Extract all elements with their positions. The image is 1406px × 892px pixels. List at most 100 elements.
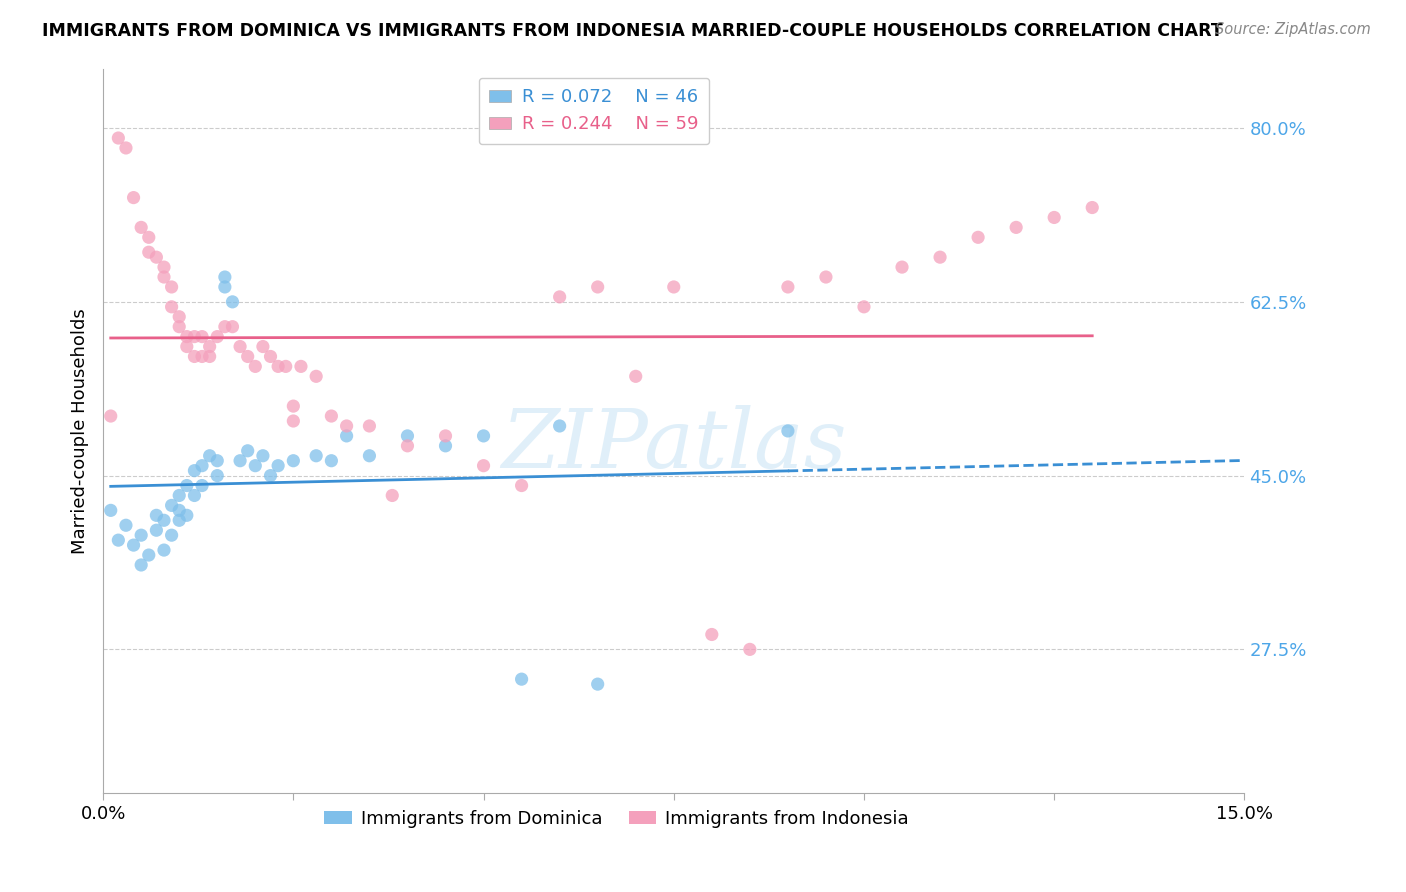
Point <box>359 449 381 463</box>
Point <box>776 424 799 438</box>
Point <box>1005 220 1028 235</box>
Point <box>229 339 252 353</box>
Point <box>967 230 990 244</box>
Point <box>586 280 609 294</box>
Point <box>434 439 457 453</box>
Point <box>191 329 214 343</box>
Point <box>336 419 359 434</box>
Point <box>176 478 198 492</box>
Point <box>198 339 221 353</box>
Point <box>122 191 145 205</box>
Point <box>183 488 205 502</box>
Text: Source: ZipAtlas.com: Source: ZipAtlas.com <box>1215 22 1371 37</box>
Text: IMMIGRANTS FROM DOMINICA VS IMMIGRANTS FROM INDONESIA MARRIED-COUPLE HOUSEHOLDS : IMMIGRANTS FROM DOMINICA VS IMMIGRANTS F… <box>42 22 1223 40</box>
Point <box>236 350 259 364</box>
Point <box>153 543 176 558</box>
Point <box>283 399 305 413</box>
Point <box>738 642 761 657</box>
Point <box>259 468 281 483</box>
Point <box>129 558 152 572</box>
Point <box>624 369 647 384</box>
Point <box>510 672 533 686</box>
Point <box>129 220 152 235</box>
Point <box>548 419 571 434</box>
Point <box>434 429 457 443</box>
Point <box>115 518 138 533</box>
Point <box>198 449 221 463</box>
Point <box>214 280 236 294</box>
Point <box>100 503 122 517</box>
Point <box>167 513 190 527</box>
Point <box>472 458 495 473</box>
Point <box>252 449 274 463</box>
Point <box>153 260 176 274</box>
Legend: Immigrants from Dominica, Immigrants from Indonesia: Immigrants from Dominica, Immigrants fro… <box>318 803 917 835</box>
Point <box>160 499 183 513</box>
Point <box>183 464 205 478</box>
Point <box>252 339 274 353</box>
Point <box>221 294 243 309</box>
Point <box>236 443 259 458</box>
Point <box>929 250 952 264</box>
Point <box>167 488 190 502</box>
Point <box>283 454 305 468</box>
Point <box>245 458 267 473</box>
Point <box>207 468 229 483</box>
Point <box>259 350 281 364</box>
Point <box>207 454 229 468</box>
Point <box>138 230 160 244</box>
Point <box>191 478 214 492</box>
Point <box>191 350 214 364</box>
Point <box>381 488 404 502</box>
Point <box>510 478 533 492</box>
Point <box>122 538 145 552</box>
Point <box>176 329 198 343</box>
Point <box>245 359 267 374</box>
Point <box>396 429 419 443</box>
Point <box>852 300 875 314</box>
Point <box>138 548 160 562</box>
Point <box>305 449 328 463</box>
Point <box>548 290 571 304</box>
Point <box>167 503 190 517</box>
Point <box>145 508 167 523</box>
Point <box>115 141 138 155</box>
Point <box>396 439 419 453</box>
Point <box>176 508 198 523</box>
Point <box>267 359 290 374</box>
Point <box>160 300 183 314</box>
Point <box>776 280 799 294</box>
Point <box>814 270 837 285</box>
Point <box>160 280 183 294</box>
Point <box>153 270 176 285</box>
Point <box>1043 211 1066 225</box>
Point <box>321 409 343 423</box>
Y-axis label: Married-couple Households: Married-couple Households <box>72 308 89 554</box>
Point <box>472 429 495 443</box>
Point <box>586 677 609 691</box>
Point <box>214 319 236 334</box>
Point <box>138 245 160 260</box>
Point <box>129 528 152 542</box>
Point <box>107 131 129 145</box>
Point <box>176 339 198 353</box>
Point <box>700 627 723 641</box>
Point <box>160 528 183 542</box>
Point <box>221 319 243 334</box>
Point <box>283 414 305 428</box>
Point <box>198 350 221 364</box>
Point <box>183 329 205 343</box>
Point <box>191 458 214 473</box>
Point <box>274 359 297 374</box>
Point <box>305 369 328 384</box>
Point <box>153 513 176 527</box>
Point <box>183 350 205 364</box>
Point <box>267 458 290 473</box>
Point <box>214 270 236 285</box>
Point <box>662 280 685 294</box>
Point <box>290 359 312 374</box>
Point <box>359 419 381 434</box>
Point <box>167 319 190 334</box>
Point <box>167 310 190 324</box>
Point <box>321 454 343 468</box>
